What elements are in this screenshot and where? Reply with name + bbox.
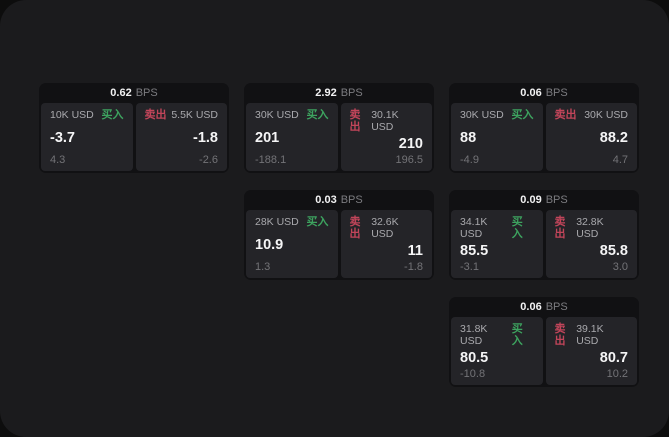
spread-unit-label: BPS <box>340 87 363 99</box>
sell-side-label: 卖出 <box>554 216 566 240</box>
spread-unit-label: BPS <box>340 194 363 206</box>
spread-value: 2.92 <box>315 87 337 99</box>
sell-delta: 4.7 <box>612 154 628 166</box>
buy-size-label: 31.8K USD <box>460 323 488 347</box>
buy-quote-tile[interactable]: 31.8K USD 买入 80.5 -10.8 <box>451 317 543 385</box>
buy-size-label: 28K USD <box>255 216 299 228</box>
buy-side-label: 买入 <box>511 323 523 347</box>
buy-size-label: 34.1K USD <box>460 216 488 240</box>
spread-header: 0.06 BPS <box>451 297 637 317</box>
spread-unit-label: BPS <box>135 87 158 99</box>
buy-price: 80.5 <box>460 349 489 366</box>
buy-side-label: 买入 <box>306 109 329 121</box>
buy-size-label: 30K USD <box>255 109 299 121</box>
sell-size-label: 39.1K USD <box>576 323 604 347</box>
sell-side-label: 卖出 <box>349 109 361 133</box>
buy-side-label: 买入 <box>306 216 329 228</box>
sell-quote-tile[interactable]: 卖出 30.1K USD 210 196.5 <box>340 103 432 171</box>
sell-quote-tile[interactable]: 卖出 32.6K USD 11 -1.8 <box>340 210 432 278</box>
sell-side-label: 卖出 <box>554 109 577 121</box>
spread-value: 0.06 <box>520 87 542 99</box>
sell-price: 85.8 <box>599 242 628 259</box>
spread-header: 0.03 BPS <box>246 190 432 210</box>
quote-card: 2.92 BPS 30K USD 买入 201 -188.1 卖出 30.1K … <box>244 83 434 173</box>
sell-quote-tile[interactable]: 卖出 5.5K USD -1.8 -2.6 <box>135 103 227 171</box>
spread-value: 0.62 <box>110 87 132 99</box>
buy-quote-tile[interactable]: 10K USD 买入 -3.7 4.3 <box>41 103 133 171</box>
buy-side-label: 买入 <box>511 109 534 121</box>
buy-delta: -3.1 <box>460 261 479 273</box>
buy-price: 85.5 <box>460 242 489 259</box>
buy-price: 88 <box>460 129 477 146</box>
sell-delta: 3.0 <box>612 261 628 273</box>
quote-card: 0.62 BPS 10K USD 买入 -3.7 4.3 卖出 5.5K USD… <box>39 83 229 173</box>
sell-delta: 196.5 <box>395 154 423 166</box>
buy-delta: -10.8 <box>460 368 486 380</box>
quote-card: 0.09 BPS 34.1K USD 买入 85.5 -3.1 卖出 32.8K… <box>449 190 639 280</box>
sell-side-label: 卖出 <box>349 216 361 240</box>
sell-side-label: 卖出 <box>554 323 566 347</box>
sell-delta: 10.2 <box>606 368 628 380</box>
sell-size-label: 30K USD <box>584 109 628 121</box>
quote-card: 0.03 BPS 28K USD 买入 10.9 1.3 卖出 32.6K US… <box>244 190 434 280</box>
sell-size-label: 32.6K USD <box>371 216 399 240</box>
buy-quote-tile[interactable]: 30K USD 买入 201 -188.1 <box>246 103 338 171</box>
spread-value: 0.09 <box>520 194 542 206</box>
buy-price: 10.9 <box>255 236 284 253</box>
sell-size-label: 5.5K USD <box>171 109 218 121</box>
buy-delta: -4.9 <box>460 154 479 166</box>
sell-size-label: 32.8K USD <box>576 216 604 240</box>
quote-card: 0.06 BPS 30K USD 买入 88 -4.9 卖出 30K USD 8… <box>449 83 639 173</box>
quote-card: 0.06 BPS 31.8K USD 买入 80.5 -10.8 卖出 39.1… <box>449 297 639 387</box>
sell-delta: -1.8 <box>404 261 423 273</box>
buy-price: 201 <box>255 129 280 146</box>
spread-header: 2.92 BPS <box>246 83 432 103</box>
buy-quote-tile[interactable]: 30K USD 买入 88 -4.9 <box>451 103 543 171</box>
sell-price: -1.8 <box>193 129 218 146</box>
buy-side-label: 买入 <box>101 109 124 121</box>
sell-quote-tile[interactable]: 卖出 32.8K USD 85.8 3.0 <box>545 210 637 278</box>
buy-side-label: 买入 <box>511 216 523 240</box>
spread-header: 0.62 BPS <box>41 83 227 103</box>
buy-delta: 1.3 <box>255 261 271 273</box>
buy-quote-tile[interactable]: 34.1K USD 买入 85.5 -3.1 <box>451 210 543 278</box>
spread-value: 0.06 <box>520 301 542 313</box>
spread-unit-label: BPS <box>545 194 568 206</box>
sell-side-label: 卖出 <box>144 109 167 121</box>
sell-quote-tile[interactable]: 卖出 30K USD 88.2 4.7 <box>545 103 637 171</box>
quote-cards-grid: 0.62 BPS 10K USD 买入 -3.7 4.3 卖出 5.5K USD… <box>39 83 639 387</box>
sell-price: 11 <box>407 242 423 259</box>
buy-delta: -188.1 <box>255 154 287 166</box>
sell-size-label: 30.1K USD <box>371 109 399 133</box>
sell-price: 210 <box>398 135 423 152</box>
spread-header: 0.09 BPS <box>451 190 637 210</box>
buy-size-label: 10K USD <box>50 109 94 121</box>
sell-delta: -2.6 <box>199 154 218 166</box>
spread-unit-label: BPS <box>545 301 568 313</box>
sell-price: 88.2 <box>599 129 628 146</box>
spread-value: 0.03 <box>315 194 337 206</box>
buy-size-label: 30K USD <box>460 109 504 121</box>
buy-price: -3.7 <box>50 129 75 146</box>
spread-header: 0.06 BPS <box>451 83 637 103</box>
sell-price: 80.7 <box>599 349 628 366</box>
spread-unit-label: BPS <box>545 87 568 99</box>
buy-quote-tile[interactable]: 28K USD 买入 10.9 1.3 <box>246 210 338 278</box>
buy-delta: 4.3 <box>50 154 66 166</box>
sell-quote-tile[interactable]: 卖出 39.1K USD 80.7 10.2 <box>545 317 637 385</box>
